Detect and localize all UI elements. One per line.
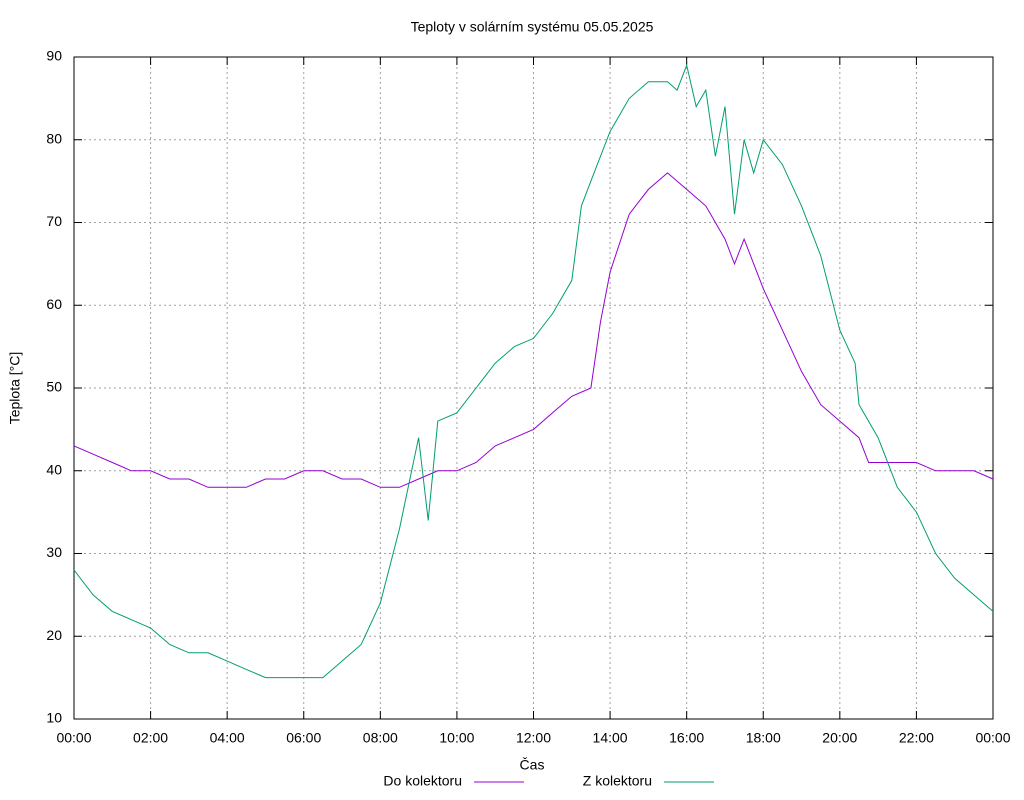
y-tick-label: 60 <box>46 296 62 312</box>
plot-frame <box>73 56 994 720</box>
y-tick-label: 70 <box>46 213 62 229</box>
x-axis-label: Čas <box>520 757 545 773</box>
y-tick-label: 80 <box>46 130 62 146</box>
x-tick-label: 18:00 <box>746 730 781 746</box>
x-tick-label: 02:00 <box>133 730 168 746</box>
y-tick-label: 30 <box>46 544 62 560</box>
y-tick-label: 10 <box>46 710 62 726</box>
legend-label: Do kolektoru <box>383 773 462 789</box>
x-tick-label: 22:00 <box>899 730 934 746</box>
x-tick-label: 04:00 <box>210 730 245 746</box>
y-tick-label: 90 <box>46 48 62 64</box>
y-tick-label: 20 <box>46 627 62 643</box>
x-tick-label: 10:00 <box>439 730 474 746</box>
chart-title: Teploty v solárním systému 05.05.2025 <box>411 19 654 35</box>
x-tick-label: 06:00 <box>286 730 321 746</box>
x-tick-label: 08:00 <box>363 730 398 746</box>
legend-label: Z kolektoru <box>583 773 652 789</box>
series-line <box>73 172 994 488</box>
y-tick-label: 40 <box>46 461 62 477</box>
x-tick-label: 14:00 <box>593 730 628 746</box>
y-tick-label: 50 <box>46 379 62 395</box>
y-axis-label: Teplota [°C] <box>7 352 23 425</box>
x-tick-label: 12:00 <box>516 730 551 746</box>
x-tick-label: 16:00 <box>669 730 704 746</box>
x-tick-label: 20:00 <box>822 730 857 746</box>
series-line <box>73 63 994 679</box>
x-tick-label: 00:00 <box>975 730 1010 746</box>
x-tick-label: 00:00 <box>56 730 91 746</box>
